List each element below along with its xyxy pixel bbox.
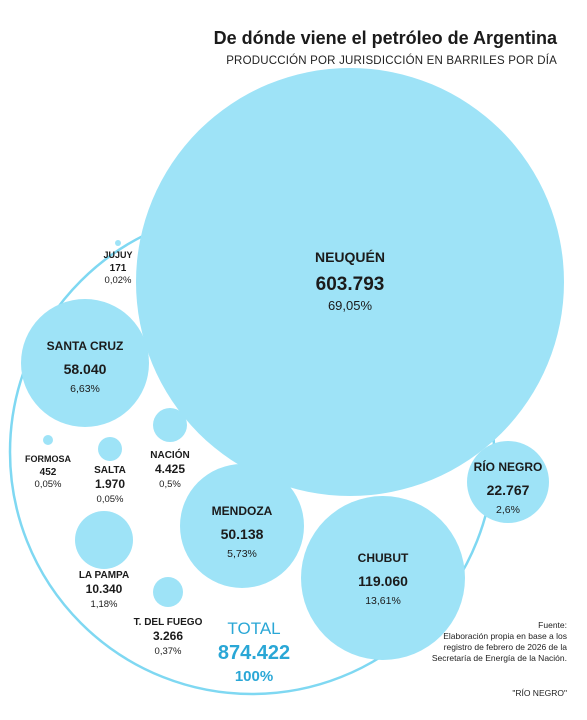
label-value-formosa: 452 bbox=[40, 467, 57, 478]
label-name-salta: SALTA bbox=[94, 465, 126, 476]
label-share-mendoza: 5,73% bbox=[227, 548, 257, 560]
label-group-chubut: CHUBUT 119.060 13,61% bbox=[358, 551, 409, 607]
bubble-neuquen bbox=[136, 68, 564, 496]
total-value: 874.422 bbox=[218, 642, 290, 664]
label-group-rio-negro: RÍO NEGRO 22.767 2,6% bbox=[474, 459, 543, 516]
label-name-santa-cruz: SANTA CRUZ bbox=[47, 339, 124, 353]
label-share-formosa: 0,05% bbox=[35, 479, 62, 490]
source-text: Elaboración propia en base a los registr… bbox=[431, 631, 567, 663]
total-group: TOTAL 874.422 100% bbox=[218, 619, 290, 685]
label-share-jujuy: 0,02% bbox=[105, 275, 132, 286]
label-value-t-del-fuego: 3.266 bbox=[153, 629, 183, 643]
bubble-santa-cruz bbox=[21, 299, 149, 427]
label-name-la-pampa: LA PAMPA bbox=[79, 570, 129, 581]
bubble-chubut bbox=[301, 496, 465, 660]
label-share-rio-negro: 2,6% bbox=[496, 504, 520, 516]
label-value-neuquen: 603.793 bbox=[316, 274, 385, 295]
label-name-chubut: CHUBUT bbox=[358, 551, 409, 565]
label-share-salta: 0,05% bbox=[97, 494, 124, 505]
bubble-salta bbox=[98, 437, 122, 461]
bubble-mendoza bbox=[180, 464, 304, 588]
chart-subtitle: PRODUCCIÓN POR JURISDICCIÓN EN BARRILES … bbox=[226, 55, 557, 67]
label-share-t-del-fuego: 0,37% bbox=[155, 646, 182, 657]
label-name-nacion: NACIÓN bbox=[150, 448, 189, 461]
total-label: TOTAL bbox=[227, 619, 280, 638]
source-label: Fuente: bbox=[538, 620, 567, 630]
label-value-la-pampa: 10.340 bbox=[86, 582, 123, 596]
label-share-la-pampa: 1,18% bbox=[91, 599, 118, 610]
label-value-salta: 1.970 bbox=[95, 477, 125, 491]
label-value-mendoza: 50.138 bbox=[221, 526, 264, 542]
label-share-neuquen: 69,05% bbox=[328, 298, 373, 313]
label-group-neuquen: NEUQUÉN 603.793 69,05% bbox=[315, 249, 385, 313]
label-group-mendoza: MENDOZA 50.138 5,73% bbox=[212, 504, 273, 560]
label-value-nacion: 4.425 bbox=[155, 462, 185, 476]
label-share-nacion: 0,5% bbox=[159, 479, 181, 490]
label-name-t-del-fuego: T. DEL FUEGO bbox=[134, 617, 203, 628]
bubble-nacion bbox=[153, 408, 187, 442]
total-share: 100% bbox=[235, 668, 273, 685]
label-value-rio-negro: 22.767 bbox=[487, 482, 530, 498]
label-name-mendoza: MENDOZA bbox=[212, 504, 273, 518]
chart-title: De dónde viene el petróleo de Argentina bbox=[213, 28, 557, 48]
bubble-jujuy bbox=[115, 240, 121, 246]
label-value-jujuy: 171 bbox=[110, 263, 127, 274]
bubble-formosa bbox=[43, 435, 53, 445]
label-share-chubut: 13,61% bbox=[365, 595, 401, 607]
label-name-neuquen: NEUQUÉN bbox=[315, 249, 385, 265]
label-name-formosa: FORMOSA bbox=[25, 454, 71, 464]
source-note: Fuente: Elaboración propia en base a los… bbox=[427, 620, 567, 664]
bubble-la-pampa bbox=[75, 511, 133, 569]
label-name-jujuy: JUJUY bbox=[103, 250, 132, 260]
label-value-chubut: 119.060 bbox=[358, 573, 408, 589]
label-group-santa-cruz: SANTA CRUZ 58.040 6,63% bbox=[47, 339, 124, 395]
label-value-santa-cruz: 58.040 bbox=[64, 361, 107, 377]
label-name-rio-negro: RÍO NEGRO bbox=[474, 459, 543, 474]
credit: "RÍO NEGRO" bbox=[512, 688, 567, 698]
bubble-rio-negro bbox=[467, 441, 549, 523]
bubble-t-del-fuego bbox=[153, 577, 183, 607]
label-share-santa-cruz: 6,63% bbox=[70, 383, 100, 395]
